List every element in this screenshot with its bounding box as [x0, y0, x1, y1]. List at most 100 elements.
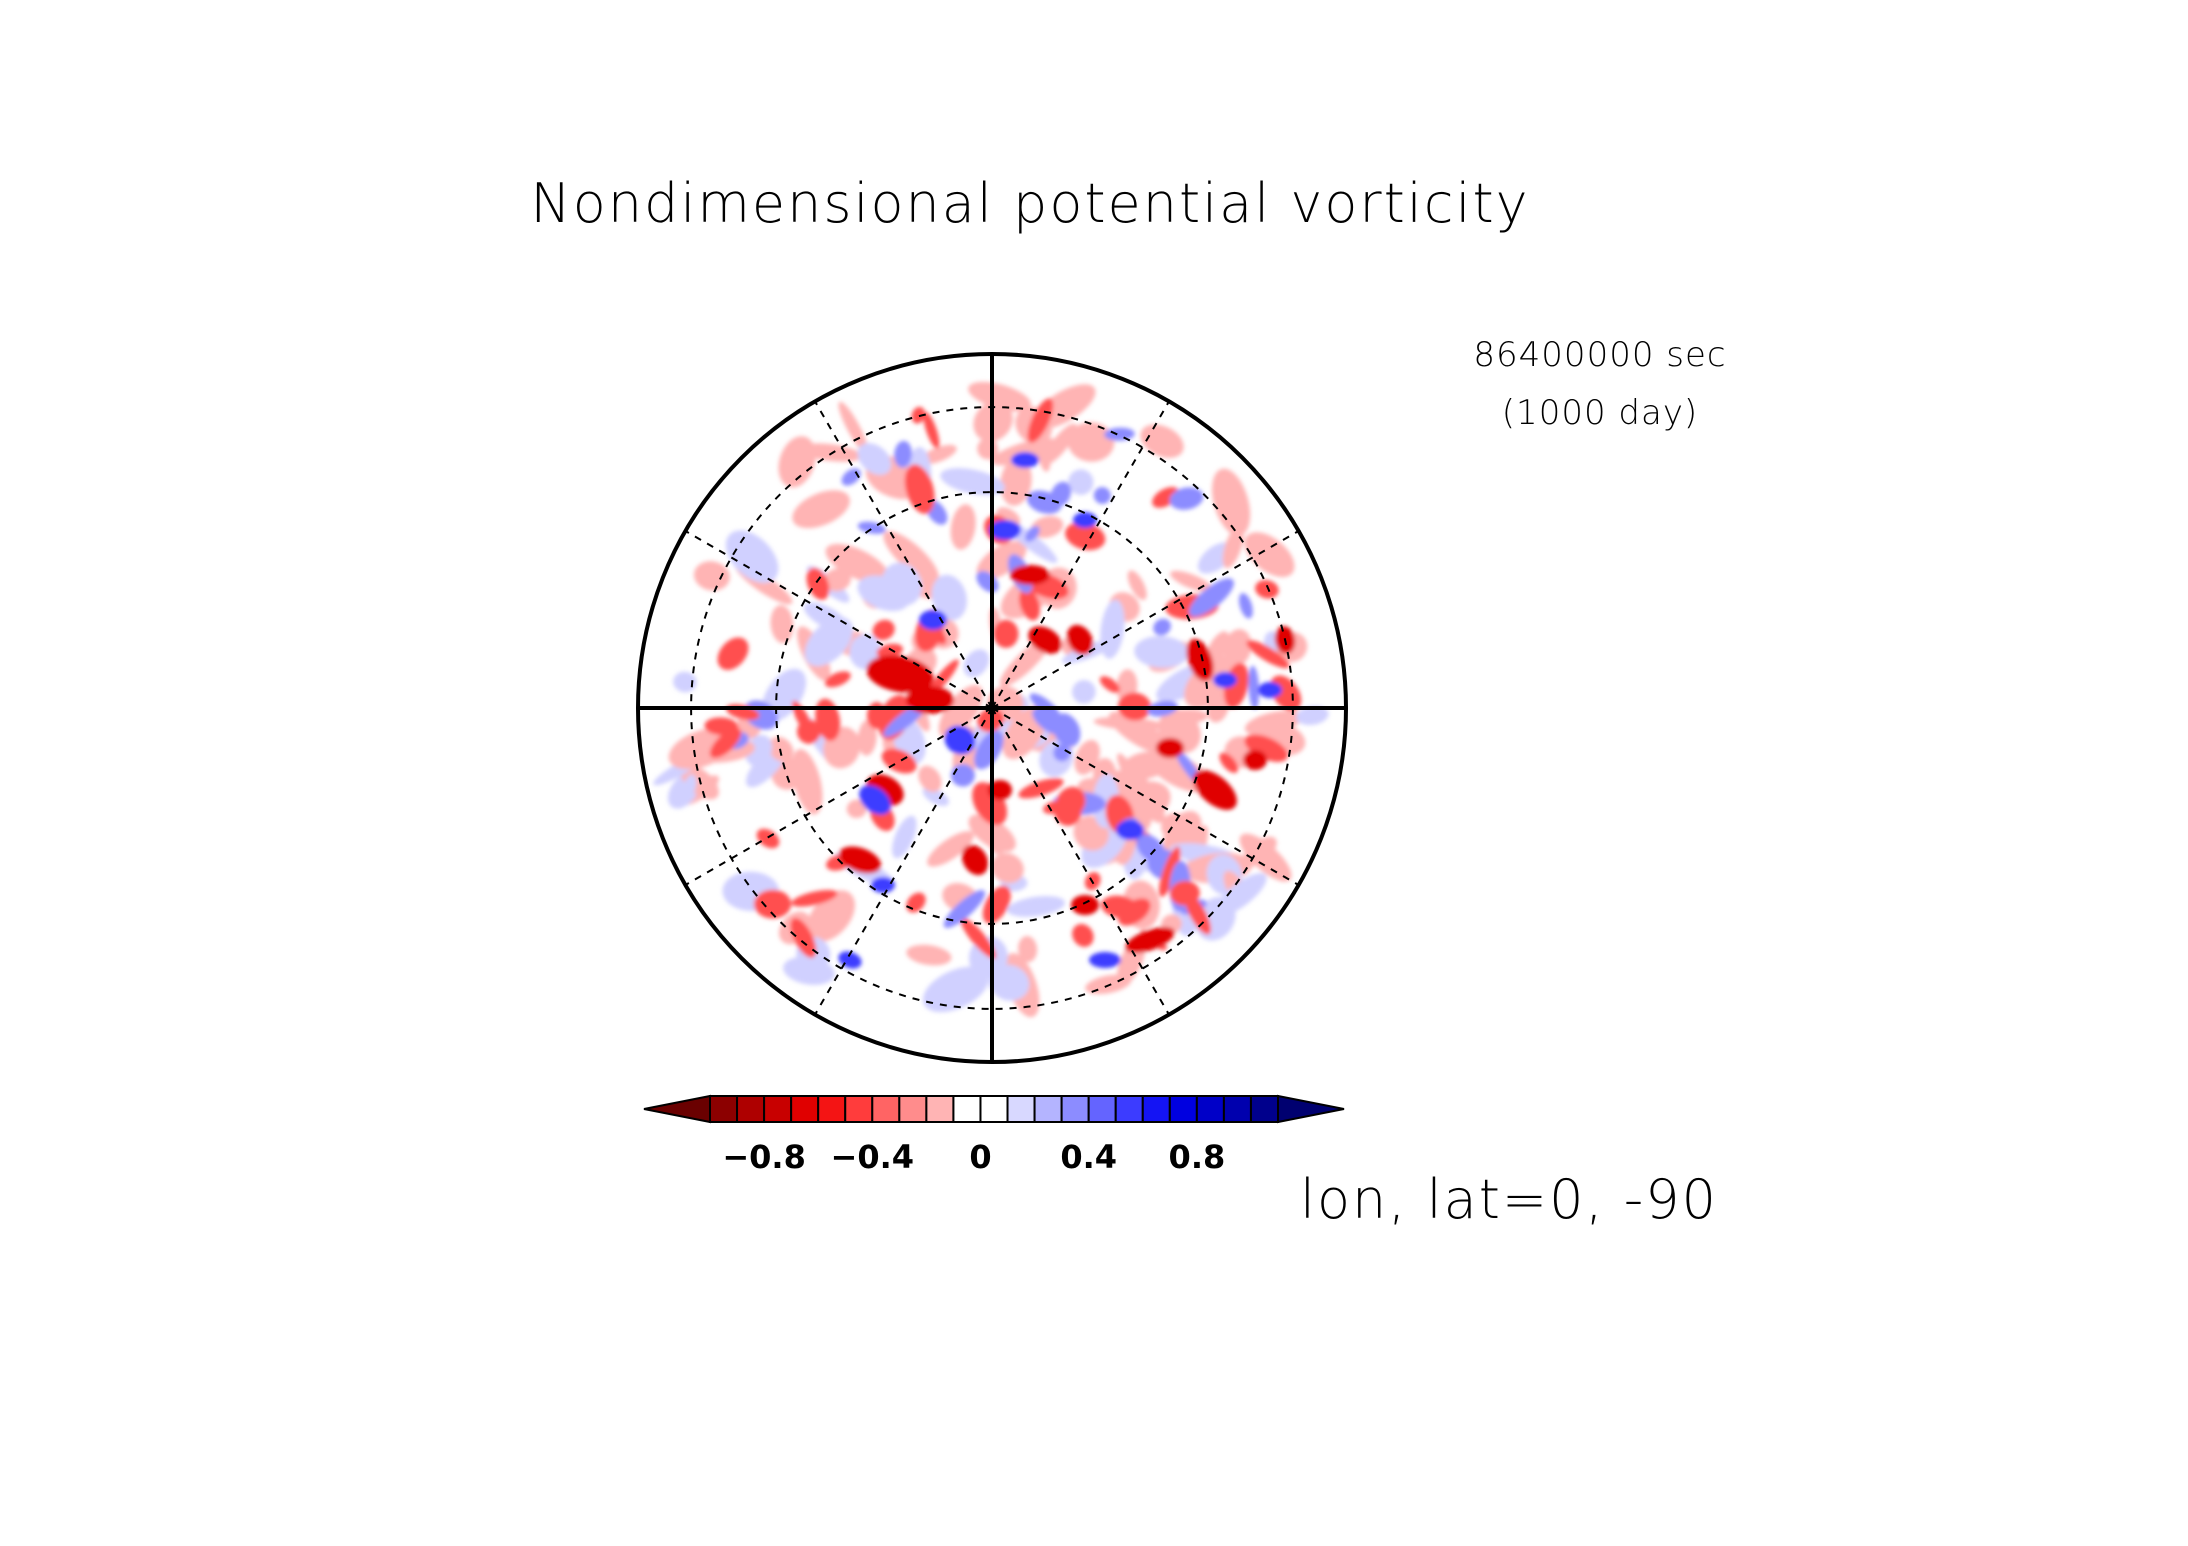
positive-anomaly-pale — [673, 671, 697, 693]
positive-anomaly — [1026, 490, 1062, 514]
negative-anomaly-pale — [918, 765, 942, 793]
positive-anomaly — [1053, 744, 1071, 762]
negative-anomaly-pale — [1127, 570, 1147, 601]
colorbar-box — [925, 1095, 955, 1123]
colorbar-tick-label: −0.8 — [722, 1138, 806, 1176]
positive-anomaly-pale — [1296, 705, 1329, 726]
time-days: (1000 day) — [1501, 393, 1699, 433]
colorbar-overflow — [1277, 1094, 1345, 1124]
colorbar-box — [844, 1095, 874, 1123]
positive-anomaly-pale — [857, 443, 892, 475]
negative-anomaly — [754, 889, 792, 919]
negative-anomaly-pale — [1239, 833, 1292, 882]
positive-anomaly-pale — [683, 774, 697, 798]
positive-anomaly — [1189, 578, 1234, 617]
negative-anomaly — [1244, 734, 1288, 762]
colorbar-box — [871, 1095, 901, 1123]
colorbar-box — [1006, 1095, 1036, 1123]
coordinate-label: lon, lat=0, -90 — [1300, 1168, 1718, 1231]
negative-anomaly — [876, 643, 903, 659]
positive-anomaly-pale — [931, 574, 967, 621]
positive-anomaly-core — [871, 877, 895, 893]
meridian-line — [684, 707, 993, 886]
positive-anomaly-core — [1073, 512, 1097, 528]
negative-anomaly-core — [1125, 927, 1175, 953]
colorbar-box — [1141, 1095, 1171, 1123]
negative-anomaly-pale — [857, 719, 877, 756]
positive-anomaly — [974, 730, 1004, 770]
negative-anomaly — [904, 464, 935, 514]
positive-anomaly — [894, 440, 912, 468]
negative-anomaly — [1219, 752, 1239, 774]
negative-anomaly-pale — [1145, 797, 1165, 823]
negative-anomaly-pale — [968, 381, 1032, 412]
negative-anomaly-pale — [1018, 936, 1038, 963]
colorbar-box — [1033, 1095, 1063, 1123]
map-boundary — [636, 352, 1348, 1064]
negative-anomaly-core — [1186, 638, 1214, 682]
positive-anomaly-core — [919, 610, 947, 630]
negative-anomaly — [911, 406, 926, 424]
negative-anomaly-pale — [825, 543, 890, 584]
positive-anomaly-pale — [745, 734, 773, 766]
positive-anomaly — [943, 890, 986, 928]
plot-title: Nondimensional potential vorticity — [530, 172, 1530, 235]
negative-anomaly — [982, 885, 1011, 924]
negative-anomaly — [1184, 893, 1211, 935]
meridian-line — [684, 530, 993, 709]
negative-anomaly — [791, 889, 838, 907]
negative-anomaly-pale — [990, 438, 1059, 466]
negative-anomaly-pale — [1212, 468, 1251, 536]
positive-anomaly-core — [859, 785, 891, 815]
positive-anomaly — [1052, 713, 1081, 747]
graticule — [636, 352, 1348, 1064]
negative-anomaly-core — [838, 846, 882, 874]
negative-anomaly-core — [1071, 895, 1099, 915]
negative-anomaly-pale — [927, 831, 974, 867]
positive-anomaly — [1248, 665, 1260, 710]
positive-anomaly-pale — [1100, 599, 1125, 659]
negative-anomaly — [923, 411, 940, 449]
colorbar-box — [763, 1095, 793, 1123]
colorbar-box — [1249, 1095, 1279, 1123]
meridian-line — [991, 707, 1170, 1016]
colorbar-box — [1195, 1095, 1225, 1123]
positive-anomaly — [1153, 618, 1171, 636]
positive-anomaly — [1169, 487, 1204, 510]
negative-anomaly — [1027, 398, 1054, 443]
negative-anomaly — [1019, 587, 1041, 621]
negative-anomaly — [1072, 923, 1094, 947]
negative-anomaly-pale — [770, 605, 794, 644]
negative-anomaly-pale — [1117, 753, 1143, 795]
positive-anomaly-pale — [1068, 469, 1094, 495]
negative-anomaly-pale — [1067, 422, 1115, 462]
colorbar-box — [736, 1095, 766, 1123]
positive-anomaly-pale — [1072, 680, 1096, 704]
positive-anomaly-pale — [922, 966, 989, 1013]
meridian-line — [814, 400, 993, 709]
negative-anomaly — [1255, 580, 1279, 599]
colorbar-box — [1087, 1095, 1117, 1123]
negative-anomaly — [872, 619, 895, 641]
pole-marker — [988, 704, 996, 712]
negative-anomaly-pale — [976, 541, 1027, 580]
positive-anomaly-pale — [1134, 636, 1189, 668]
negative-anomaly-core — [1010, 565, 1050, 585]
negative-anomaly — [1158, 846, 1181, 897]
negative-anomaly-pale — [693, 561, 730, 591]
positive-anomaly-pale — [940, 468, 1005, 496]
negative-anomaly-core — [1193, 770, 1237, 810]
positive-anomaly — [841, 468, 861, 486]
colorbar-box — [1114, 1095, 1144, 1123]
negative-anomaly-core — [1028, 626, 1062, 654]
negative-anomaly-core — [1156, 738, 1184, 758]
negative-anomaly-pale — [1223, 629, 1252, 667]
positive-anomaly-core — [989, 520, 1021, 540]
negative-anomaly-pale — [668, 728, 735, 770]
negative-anomaly — [906, 892, 926, 913]
positive-anomaly-pale — [803, 602, 849, 632]
positive-anomaly-pale — [892, 815, 917, 859]
positive-anomaly-pale — [725, 530, 779, 583]
colorbar-box — [1060, 1095, 1090, 1123]
